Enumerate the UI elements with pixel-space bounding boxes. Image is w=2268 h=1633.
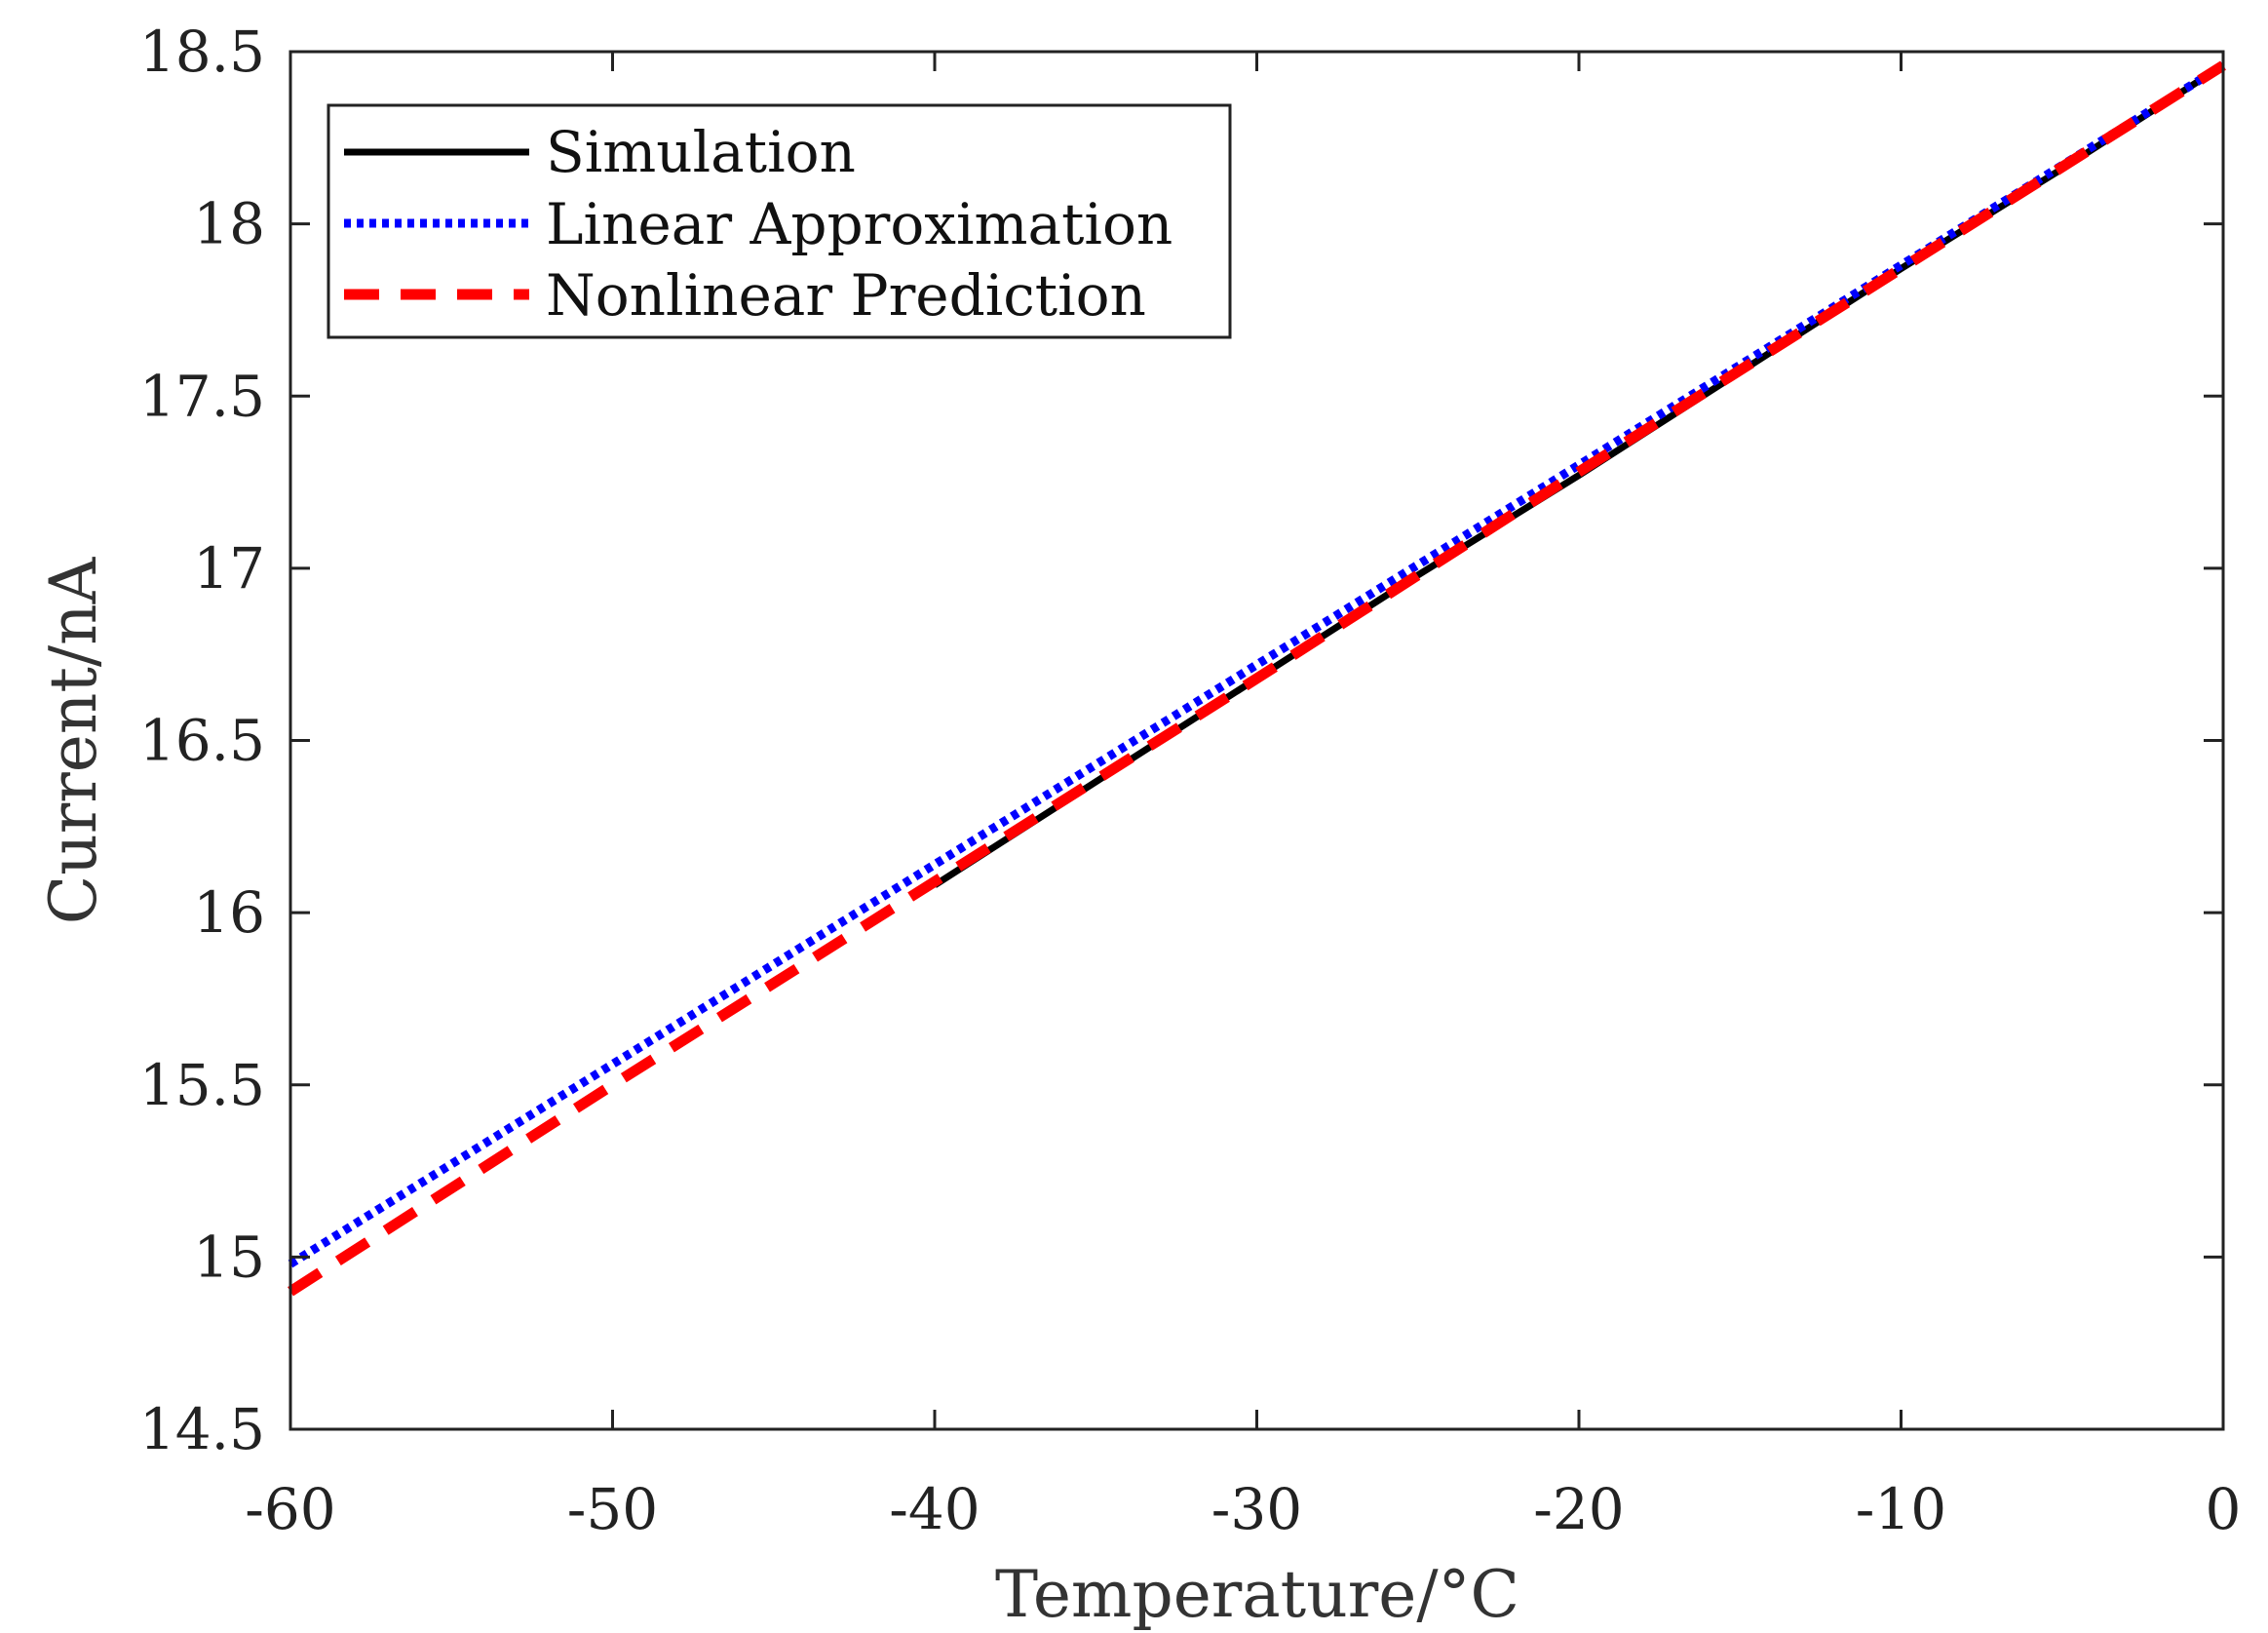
x-tick-label: -20 xyxy=(1533,1476,1624,1542)
x-tick-label: -40 xyxy=(889,1476,980,1542)
legend-label-linear-approximation: Linear Approximation xyxy=(546,191,1172,257)
series-layer xyxy=(288,60,2226,1297)
legend-label-simulation: Simulation xyxy=(546,119,856,185)
plot-frame xyxy=(288,50,2225,1431)
series-line-nonlinear-prediction xyxy=(288,60,2226,1297)
x-tick-label: -30 xyxy=(1211,1476,1302,1542)
y-axis-title: Current/nA xyxy=(36,556,111,924)
y-tick-label: 15.5 xyxy=(139,1052,265,1118)
y-tick-label: 16 xyxy=(193,879,265,946)
x-tick-label: -10 xyxy=(1856,1476,1946,1542)
y-tick-label: 17.5 xyxy=(139,363,265,429)
legend-label-nonlinear-prediction: Nonlinear Prediction xyxy=(546,262,1146,329)
legend: Simulation Linear Approximation Nonlinea… xyxy=(327,103,1232,339)
x-tick-label: -60 xyxy=(245,1476,335,1542)
y-tick-label: 15 xyxy=(193,1224,265,1290)
y-tick-label: 16.5 xyxy=(139,708,265,774)
x-tick-label: -50 xyxy=(567,1476,658,1542)
y-tick-label: 17 xyxy=(193,535,265,602)
y-tick-label: 18.5 xyxy=(139,19,265,85)
y-tick-label: 18 xyxy=(193,191,265,257)
x-tick-labels: -60 -50 -40 -30 -20 -10 0 xyxy=(245,1476,2241,1542)
y-tick-labels: 14.5 15 15.5 16 16.5 17 17.5 18 18.5 xyxy=(139,19,265,1462)
x-axis-title: Temperature/°C xyxy=(995,1557,1519,1632)
y-tick-label: 14.5 xyxy=(139,1396,265,1462)
x-tick-label: 0 xyxy=(2206,1476,2242,1542)
